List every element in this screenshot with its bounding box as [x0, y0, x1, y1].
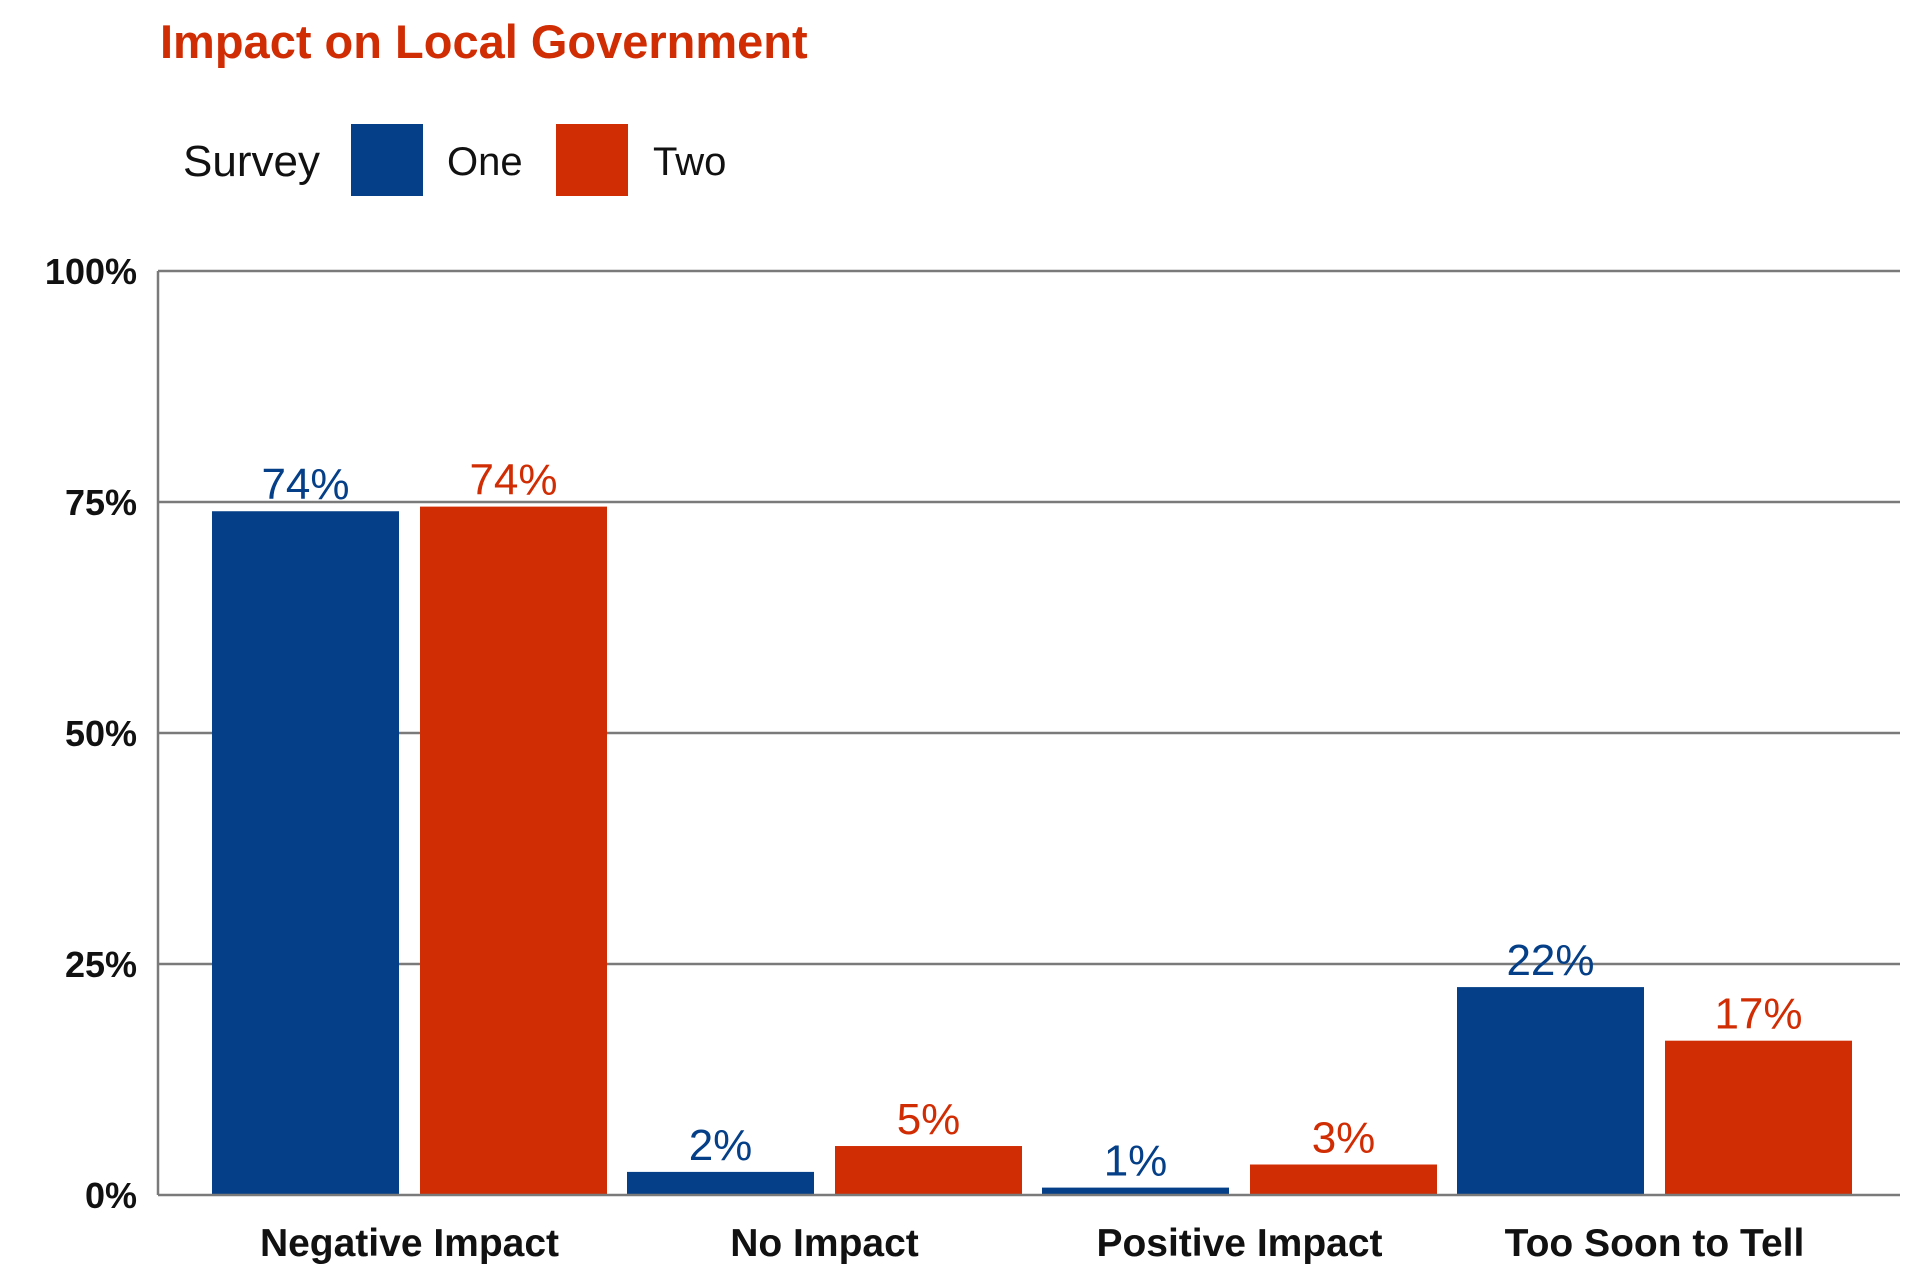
- bar-one: [627, 1172, 814, 1195]
- x-axis-category-labels: Negative Impact No Impact Positive Impact T…: [260, 1222, 1804, 1265]
- data-label-one: 2%: [689, 1121, 753, 1170]
- bar-two: [1665, 1041, 1852, 1195]
- data-label-two: 3%: [1312, 1114, 1376, 1163]
- data-label-two: 5%: [897, 1095, 961, 1144]
- x-category-label: Too Soon to Tell: [1505, 1222, 1805, 1265]
- y-tick-label: 50%: [65, 713, 137, 754]
- data-label-one: 74%: [261, 460, 349, 509]
- bar-one: [1457, 987, 1644, 1195]
- legend-title: Survey: [183, 137, 320, 186]
- gridlines: [158, 271, 1900, 964]
- y-tick-label: 100%: [45, 251, 137, 292]
- legend-swatch-one: [351, 124, 423, 196]
- x-category-label: Negative Impact: [260, 1222, 559, 1265]
- y-tick-label: 25%: [65, 944, 137, 985]
- data-label-two: 17%: [1714, 990, 1802, 1039]
- x-category-label: No Impact: [730, 1222, 919, 1265]
- legend-label-two: Two: [653, 140, 726, 184]
- y-tick-label: 75%: [65, 482, 137, 523]
- data-label-one: 22%: [1506, 936, 1594, 985]
- bar-one: [212, 511, 399, 1195]
- legend-swatch-two: [556, 124, 628, 196]
- bars: [212, 507, 1852, 1195]
- bar-two: [1250, 1165, 1437, 1195]
- data-label-two: 74%: [469, 456, 557, 505]
- bar-two: [835, 1146, 1022, 1195]
- x-category-label: Positive Impact: [1096, 1222, 1382, 1265]
- legend-label-one: One: [447, 140, 523, 184]
- y-axis-tick-labels: 0% 25% 50% 75% 100%: [45, 251, 137, 1216]
- y-tick-label: 0%: [85, 1175, 137, 1216]
- legend: Survey One Two: [183, 124, 726, 196]
- data-label-one: 1%: [1104, 1137, 1168, 1186]
- bar-two: [420, 507, 607, 1195]
- chart-title: Impact on Local Government: [160, 15, 808, 68]
